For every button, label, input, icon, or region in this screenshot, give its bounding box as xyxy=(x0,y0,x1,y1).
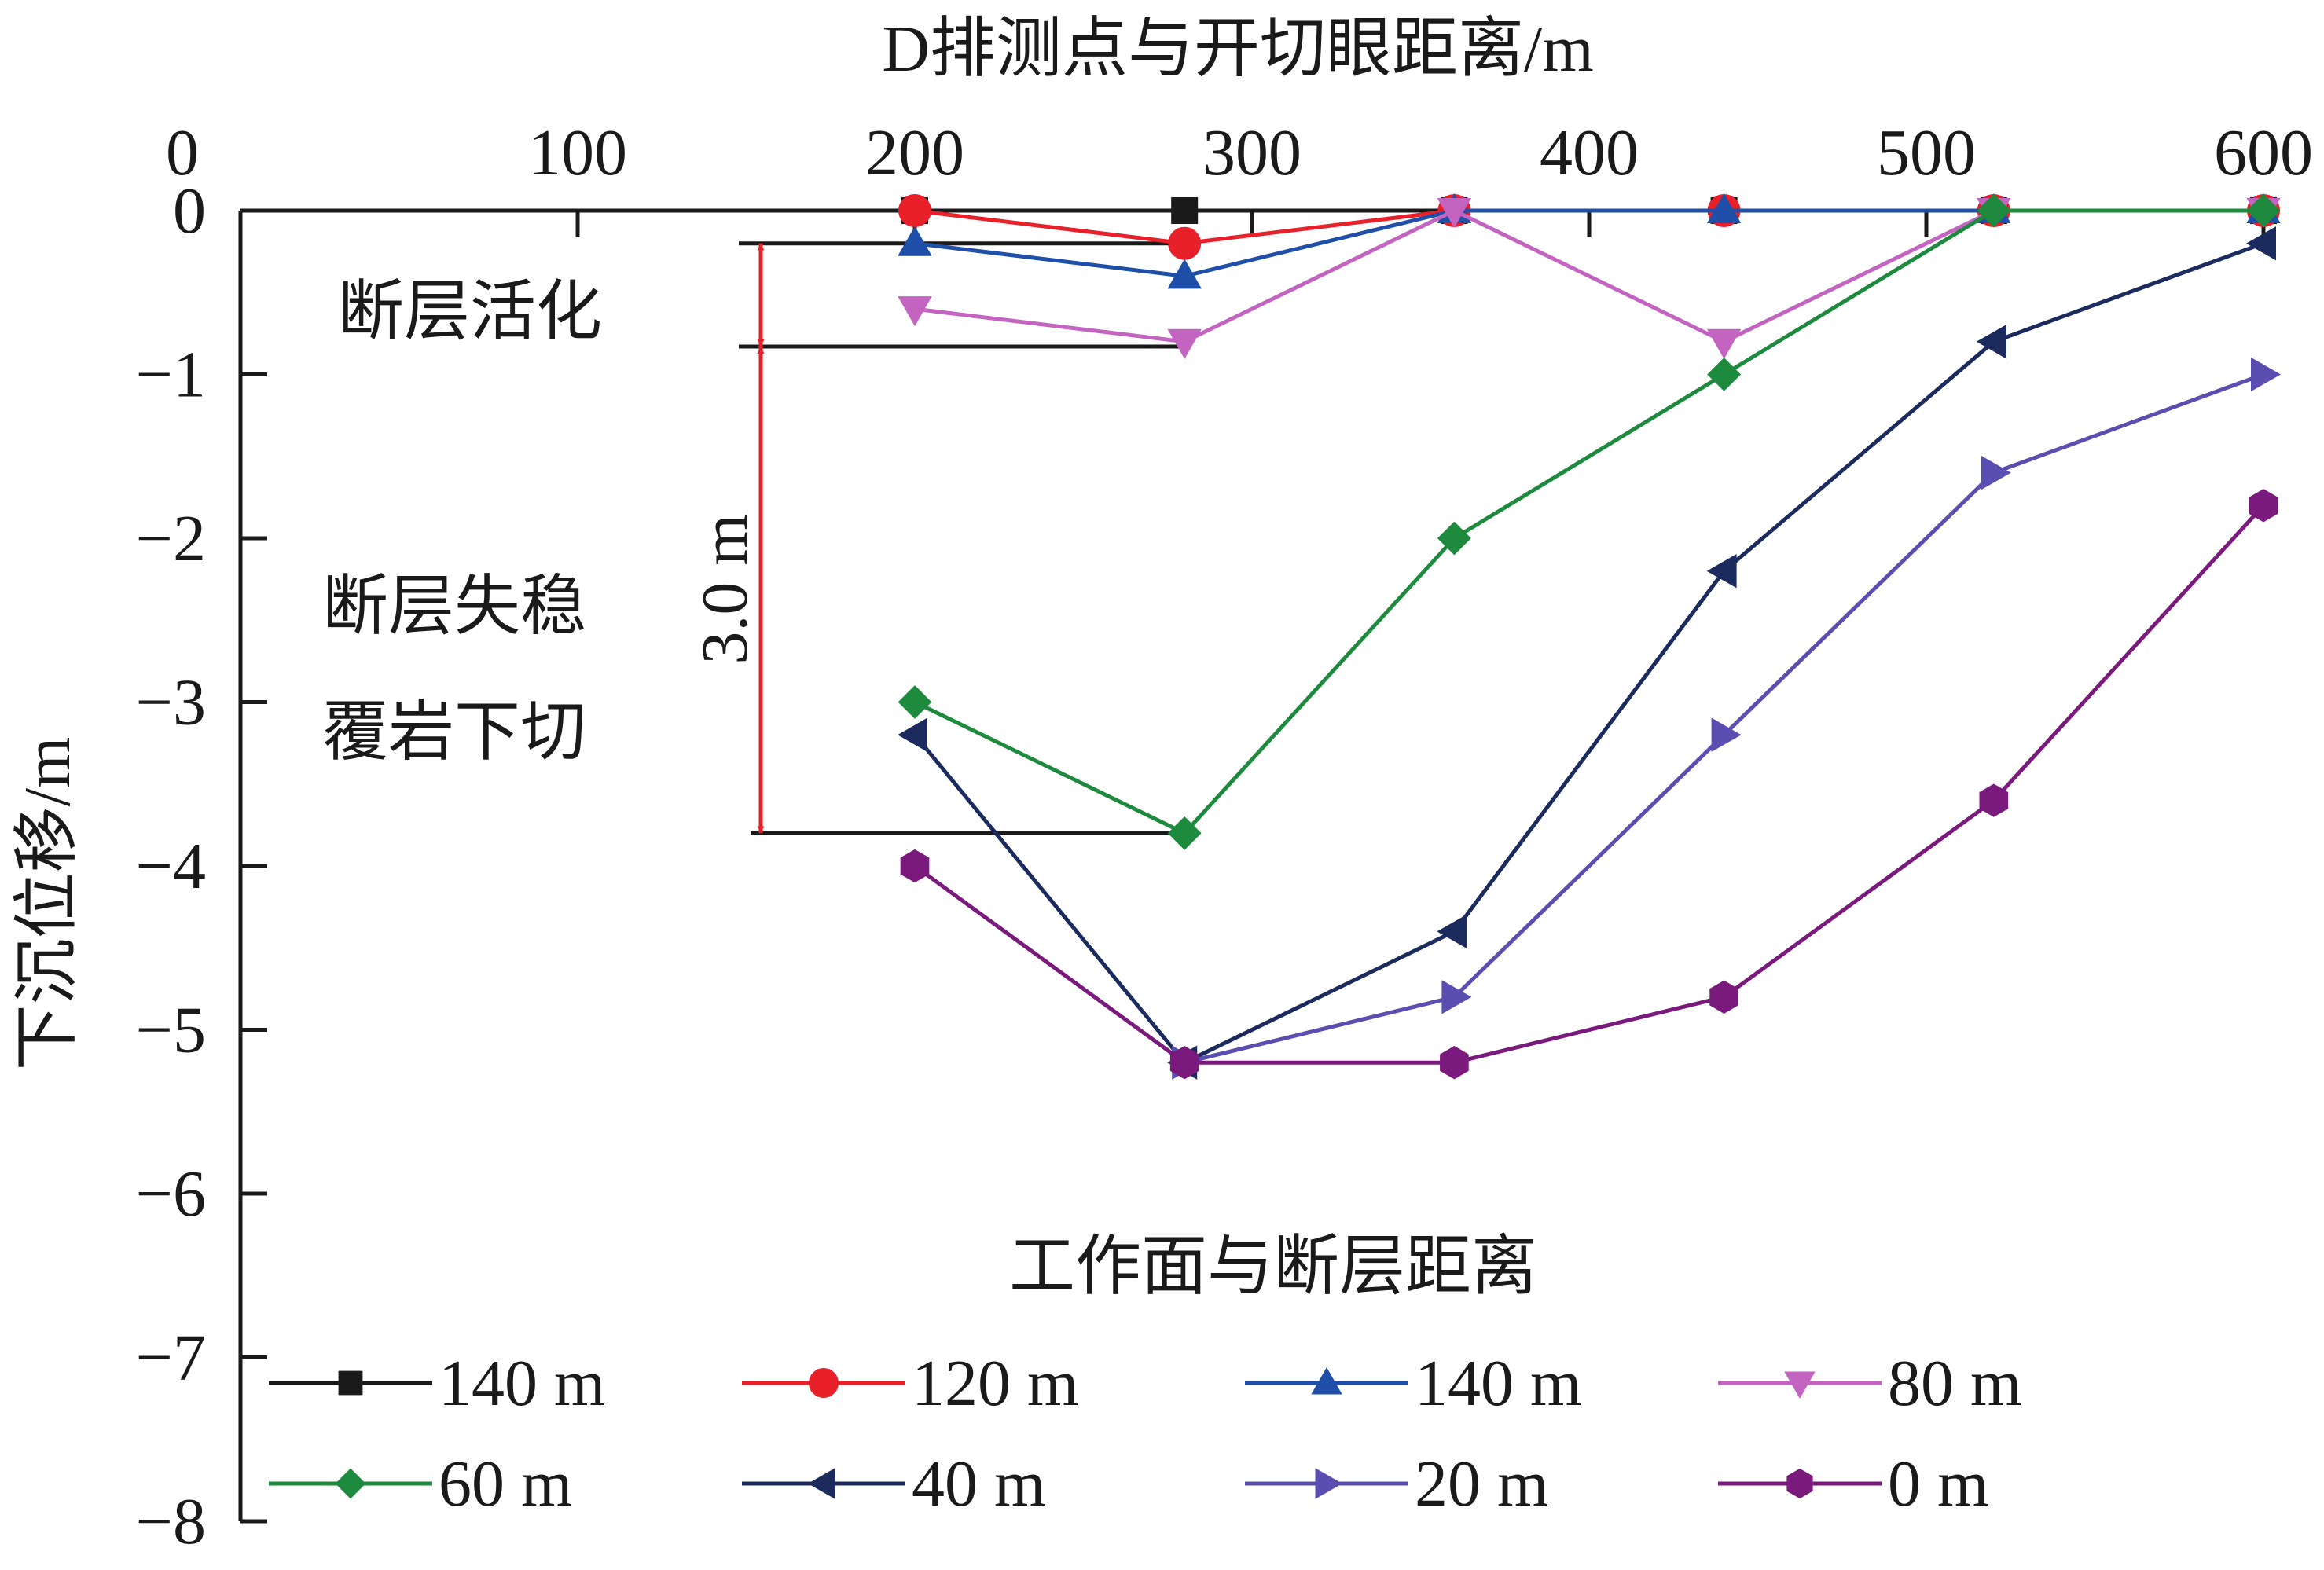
annotation-overburden-cut: 覆岩下切 xyxy=(322,696,586,769)
data-point xyxy=(1706,553,1737,589)
data-point xyxy=(1440,1046,1469,1080)
data-point xyxy=(1707,358,1742,391)
data-point xyxy=(1169,1046,1199,1080)
legend-item: 60 m xyxy=(269,1447,572,1520)
annotation-reference-lines xyxy=(739,241,1179,835)
series-layer xyxy=(897,193,2282,1080)
data-point xyxy=(1706,328,1742,359)
legend-marker xyxy=(809,1368,839,1398)
data-point xyxy=(1977,193,2011,228)
legend-marker xyxy=(1786,1468,1813,1499)
data-point xyxy=(1167,328,1202,359)
y-tick-label: −2 xyxy=(136,502,206,575)
y-tick-label: −3 xyxy=(136,666,206,739)
data-point xyxy=(897,717,927,752)
y-tick-label: −5 xyxy=(136,994,206,1067)
legend-item: 80 m xyxy=(1718,1347,2021,1420)
x-axis-title: D排测点与开切眼距离/m xyxy=(882,13,1593,86)
x-tick-label: 400 xyxy=(1540,116,1639,189)
data-point xyxy=(900,849,930,883)
data-point xyxy=(1171,197,1199,224)
series-5 xyxy=(897,226,2276,1080)
legend-label: 0 m xyxy=(1888,1447,1988,1520)
data-point xyxy=(898,226,932,256)
legend-title: 工作面与断层距离 xyxy=(1009,1231,1537,1304)
legend-label: 20 m xyxy=(1415,1447,1548,1520)
x-tick-label: 600 xyxy=(2214,116,2313,189)
legend-marker xyxy=(1784,1371,1816,1399)
data-point xyxy=(1981,455,2011,490)
legend-item: 40 m xyxy=(742,1447,1045,1520)
legend-item: 140 m xyxy=(1245,1347,1581,1420)
data-point xyxy=(898,194,931,227)
legend-label: 120 m xyxy=(912,1347,1078,1420)
data-point xyxy=(1441,980,1472,1014)
data-point xyxy=(2251,357,2282,392)
y-tick-label: 0 xyxy=(173,174,206,248)
legend-marker xyxy=(807,1468,835,1499)
data-point xyxy=(898,296,932,327)
data-point xyxy=(1437,914,1467,949)
annotation-subsidence-step: 3.0 m xyxy=(688,514,762,664)
legend-marker xyxy=(335,1468,366,1499)
x-tick-label: 0 xyxy=(166,116,199,189)
x-tick-label: 500 xyxy=(1877,116,1976,189)
x-tick-label: 200 xyxy=(865,116,964,189)
data-point xyxy=(1168,226,1202,260)
data-point xyxy=(2245,226,2276,261)
series-line xyxy=(1184,372,2264,1065)
x-tick-label: 300 xyxy=(1202,116,1302,189)
annotation-fault-instability: 断层失稳 xyxy=(322,570,586,644)
x-tick-label: 100 xyxy=(528,116,627,189)
series-4 xyxy=(898,193,2281,850)
data-point xyxy=(1979,783,2009,817)
data-point xyxy=(1167,259,1202,289)
series-line xyxy=(913,504,2265,1065)
y-tick-label: −8 xyxy=(136,1485,206,1558)
data-point xyxy=(1711,717,1742,752)
y-tick-label: −7 xyxy=(136,1322,206,1395)
legend-label: 60 m xyxy=(439,1447,572,1520)
legend-label: 80 m xyxy=(1888,1347,2021,1420)
legend-item: 140 m xyxy=(269,1347,605,1420)
data-point xyxy=(2249,489,2278,523)
data-point xyxy=(1167,816,1202,850)
series-line xyxy=(913,208,2263,835)
legend-item: 120 m xyxy=(742,1347,1078,1420)
data-point xyxy=(2246,193,2281,228)
legend-label: 140 m xyxy=(439,1347,605,1420)
data-point xyxy=(898,685,932,719)
legend-label: 40 m xyxy=(912,1447,1045,1520)
legend-marker xyxy=(1315,1468,1343,1499)
y-tick-label: −6 xyxy=(136,1157,206,1231)
data-point xyxy=(1976,325,2006,359)
data-point xyxy=(1709,980,1738,1014)
axis-ticks: 0 100 200 300 400 500 600 0 −1 −2 −3 −4 −5 −6 −7 −8 xyxy=(136,116,2313,1558)
legend-marker xyxy=(1311,1366,1342,1395)
annotation-fault-activation: 断层活化 xyxy=(338,276,602,349)
data-point xyxy=(1437,198,1472,229)
legend-item: 0 m xyxy=(1718,1447,1988,1520)
legend: 140 m 120 m 140 m 80 m 60 m 40 m 20 m 0 m xyxy=(269,1347,2021,1520)
y-tick-label: −4 xyxy=(136,830,206,903)
legend-label: 140 m xyxy=(1415,1347,1581,1420)
series-7 xyxy=(900,489,2278,1080)
y-tick-label: −1 xyxy=(136,339,206,412)
series-6 xyxy=(1172,357,2282,1080)
y-axis-title: 下沉位移/m xyxy=(11,737,84,1071)
data-point xyxy=(1437,521,1471,556)
legend-marker xyxy=(338,1370,363,1396)
legend-item: 20 m xyxy=(1245,1447,1548,1520)
data-point xyxy=(1706,193,1742,223)
series-line xyxy=(913,241,2264,1065)
